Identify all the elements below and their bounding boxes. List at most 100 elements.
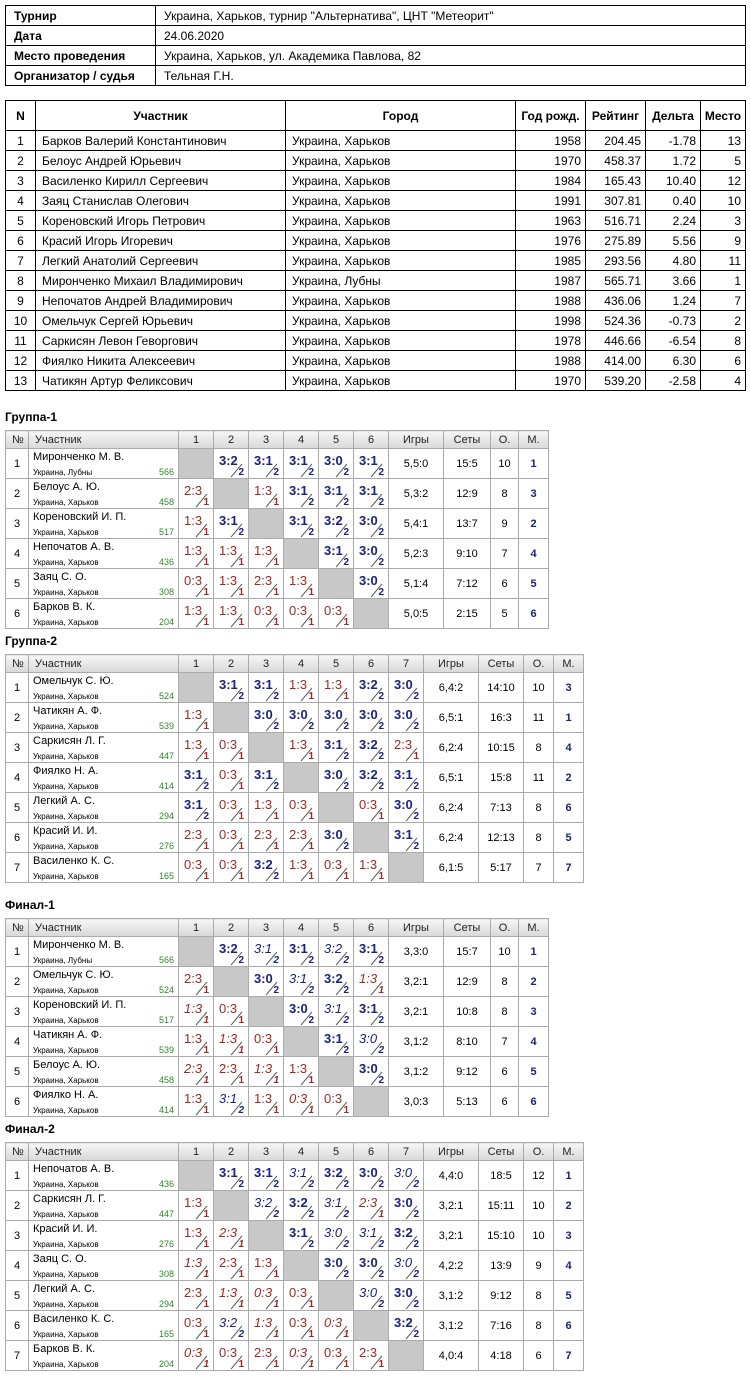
match-points: 2: [343, 1239, 349, 1250]
match-points: 2: [203, 781, 209, 792]
total-points: 8: [523, 822, 554, 853]
score: 3:1: [219, 513, 238, 528]
result-box: 2:3 1: [179, 1281, 213, 1310]
result-cell: 3:1 2: [388, 762, 424, 793]
column-header: N: [5, 100, 36, 131]
score: 2:3: [184, 827, 203, 842]
place: 4: [553, 732, 584, 763]
match-points: 1: [238, 1239, 244, 1250]
player-row: 2 Омельчук С. Ю. Украина, Харьков 524 2:3 1 3:…: [5, 966, 549, 997]
cell: 2: [700, 310, 746, 331]
player-cell: Миронченко М. В. Украина, Лубны 566: [28, 448, 179, 479]
result-box: 0:3 1: [284, 1281, 318, 1310]
result-cell: 0:3 1: [178, 568, 214, 599]
score: 3:1: [324, 483, 343, 498]
result-cell: 3:1 2: [318, 732, 354, 763]
match-points: 2: [273, 955, 279, 966]
match-points: 2: [378, 955, 384, 966]
score: 3:2: [289, 1195, 308, 1210]
sets: 14:10: [478, 672, 524, 703]
match-points: 1: [238, 751, 244, 762]
player-rating: 447: [158, 751, 174, 761]
match-points: 1: [238, 781, 244, 792]
match-points: 2: [413, 1329, 419, 1340]
score: 1:3: [254, 1091, 273, 1106]
cell: 565.71: [585, 270, 646, 291]
result-cell: 3:2 2: [213, 936, 249, 967]
cell: Украина, Харьков: [285, 290, 516, 311]
cell: Украина, Харьков: [285, 150, 516, 171]
match-points: 1: [203, 841, 209, 852]
row-number: 5: [5, 1056, 29, 1087]
total-points: 8: [523, 1280, 554, 1311]
row-number: 6: [5, 1086, 29, 1117]
result-cell: 0:3 1: [318, 1086, 354, 1117]
info-row: Организатор / судья Тельная Г.Н.: [5, 65, 746, 86]
result-cell: 2:3 1: [213, 1250, 249, 1281]
result-cell: 3:0 2: [318, 762, 354, 793]
result-box: 1:3 1: [249, 479, 283, 508]
player-city: Украина, Харьков: [33, 1210, 99, 1219]
score: 3:2: [324, 971, 343, 986]
result-cell: 1:3 1: [283, 672, 319, 703]
player-name: Красий И. И.: [33, 1223, 98, 1235]
cell: -1.78: [645, 130, 701, 151]
result-box: 2:3 1: [249, 569, 283, 598]
result-cell: 2:3 1: [248, 822, 284, 853]
result-cell: 1:3 1: [213, 598, 249, 629]
player-box: Саркисян Л. Г. Украина, Харьков 447: [29, 1191, 178, 1220]
player-rating: 517: [158, 1015, 174, 1025]
result-box: 3:2 2: [214, 1311, 248, 1340]
player-row: 1 Омельчук С. Ю. Украина, Харьков 524 3:1 2 3:…: [5, 672, 584, 703]
player-rating: 308: [158, 1269, 174, 1279]
player-name: Барков В. К.: [33, 1343, 96, 1355]
column-header: 5: [318, 1142, 354, 1161]
player-rating: 165: [158, 871, 174, 881]
column-header: О.: [523, 1142, 554, 1161]
player-rating: 308: [158, 587, 174, 597]
match-points: 2: [273, 1179, 279, 1190]
total-points: 7: [523, 852, 554, 883]
cell: 539.20: [585, 370, 646, 391]
score: 3:0: [359, 1165, 378, 1180]
cell: 1970: [515, 370, 586, 391]
score: 3:0: [359, 543, 378, 558]
cell: Кореновский Игорь Петрович: [35, 210, 286, 231]
self-cell: [283, 1250, 319, 1281]
score: 3:2: [219, 453, 238, 468]
result-cell: 0:3 1: [213, 852, 249, 883]
result-box: 3:2 2: [319, 937, 353, 966]
result-cell: 0:3 1: [213, 762, 249, 793]
result-box: 1:3 1: [179, 1251, 213, 1280]
cell: 204.45: [585, 130, 646, 151]
score: 3:0: [359, 1285, 378, 1300]
player-row: 5 Заяц С. О. Украина, Харьков 308 0:3 1 1:3 1 2:…: [5, 568, 549, 599]
match-points: 1: [203, 1209, 209, 1220]
result-box: 1:3 1: [249, 1087, 283, 1116]
match-points: 2: [203, 811, 209, 822]
result-box: 3:2 2: [389, 1221, 423, 1250]
player-box: Фиялко Н. А. Украина, Харьков 414: [29, 1087, 178, 1116]
result-cell: 2:3 1: [248, 1340, 284, 1371]
score: 1:3: [289, 857, 308, 872]
place: 5: [518, 568, 549, 599]
result-cell: 3:1 2: [283, 1160, 319, 1191]
result-cell: 1:3 1: [248, 538, 284, 569]
place: 4: [518, 1026, 549, 1057]
player-city: Украина, Харьков: [33, 782, 99, 791]
result-cell: 2:3 1: [353, 1340, 389, 1371]
player-rating: 517: [158, 527, 174, 537]
result-cell: 3:0 2: [388, 672, 424, 703]
match-points: 2: [343, 527, 349, 538]
score: 3:1: [219, 1091, 238, 1106]
result-box: 1:3 1: [284, 1057, 318, 1086]
score: 2:3: [359, 1195, 378, 1210]
result-cell: 3:2 2: [318, 966, 354, 997]
player-rating: 276: [158, 1239, 174, 1249]
participant-row: 5 Кореновский Игорь Петрович Украина, Харь…: [5, 210, 746, 231]
score: 3:1: [289, 1165, 308, 1180]
player-box: Заяц С. О. Украина, Харьков 308: [29, 569, 178, 598]
match-points: 2: [343, 1045, 349, 1056]
column-header: 4: [283, 918, 319, 937]
player-city: Украина, Харьков: [33, 752, 99, 761]
